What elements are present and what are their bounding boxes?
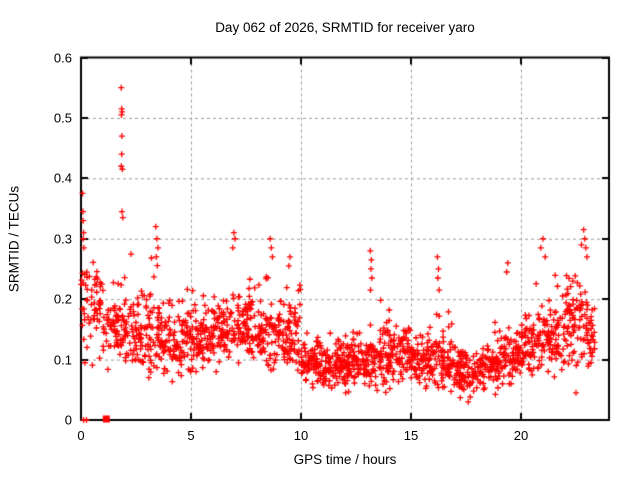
x-tick-label: 5 <box>187 428 195 443</box>
y-axis-label: SRMTID / TECUs <box>6 185 22 293</box>
y-tick-label: 0.1 <box>53 352 72 368</box>
y-tick-label: 0.4 <box>53 170 72 186</box>
x-tick-label: 15 <box>403 428 419 443</box>
x-axis-label: GPS time / hours <box>293 452 397 467</box>
y-tick-label: 0.6 <box>53 50 72 65</box>
y-tick-label: 0.3 <box>53 231 72 247</box>
x-tick-label: 0 <box>77 428 85 443</box>
y-tick-label: 0.2 <box>53 291 72 307</box>
y-tick-label: 0 <box>64 412 72 428</box>
x-tick-label: 20 <box>513 428 529 443</box>
x-tick-label: 10 <box>293 428 309 443</box>
y-tick-label: 0.5 <box>53 110 72 126</box>
chart-title: Day 062 of 2026, SRMTID for receiver yar… <box>215 20 475 35</box>
